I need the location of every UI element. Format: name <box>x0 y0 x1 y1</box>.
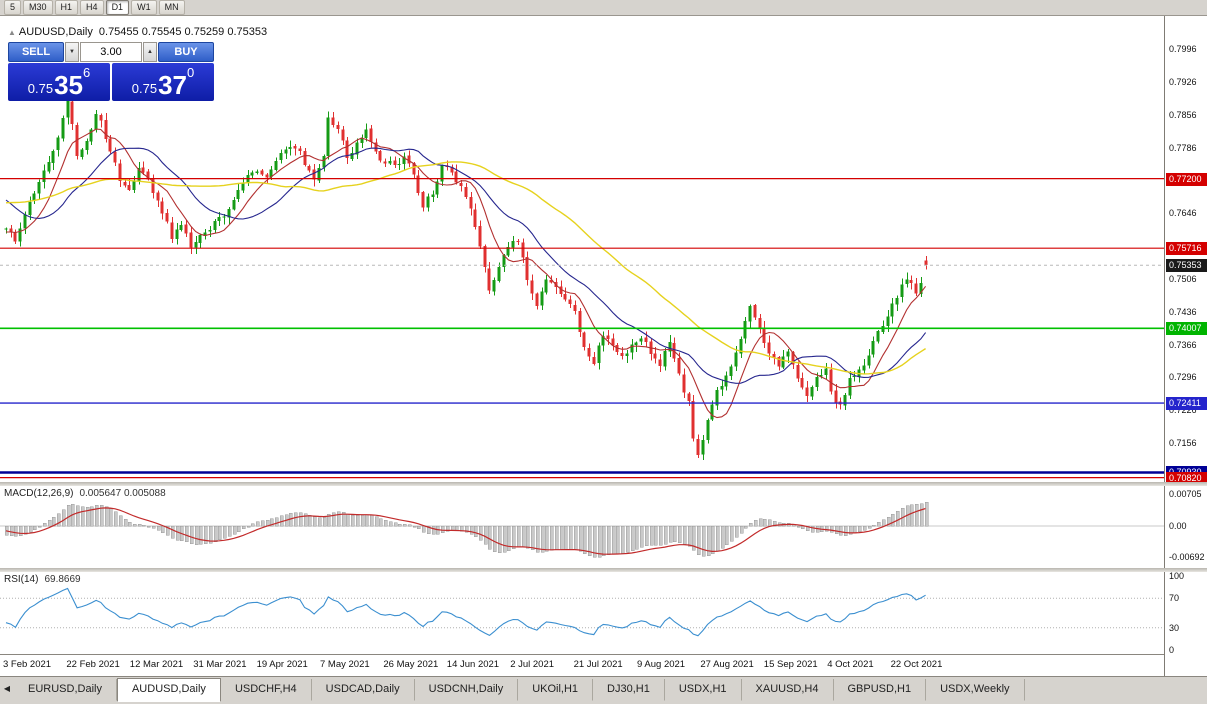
chart-title: ▲ AUDUSD,Daily 0.75455 0.75545 0.75259 0.7… <box>8 26 267 38</box>
price-axis-tick: 0.7366 <box>1169 339 1197 350</box>
rsi-canvas <box>0 587 1164 637</box>
buy-price-display[interactable]: 0.75 37 0 <box>112 63 214 101</box>
chart-tab-bar: ◀ EURUSD,Daily AUDUSD,Daily USDCHF,H4 USDCA… <box>0 676 1207 704</box>
panel-splitter[interactable] <box>0 482 1207 486</box>
buy-price-prefix: 0.75 <box>131 81 158 96</box>
sell-price-prefix: 0.75 <box>27 81 54 96</box>
chart-tab-usdcnh-daily[interactable]: USDCNH,Daily <box>414 679 519 701</box>
trade-prices-row: 0.75 35 6 0.75 37 0 <box>8 63 214 101</box>
time-axis-label: 2 Jul 2021 <box>510 659 555 670</box>
panel-splitter[interactable] <box>0 568 1207 572</box>
chart-window: ▲ AUDUSD,Daily 0.75455 0.75545 0.75259 0.7… <box>0 16 1207 676</box>
chart-tab-dj30-h1[interactable]: DJ30,H1 <box>593 679 665 701</box>
buy-price-big-digits: 37 <box>158 70 187 100</box>
price-badge-0.74007: 0.74007 <box>1166 322 1207 336</box>
rsi-axis-tick: 0 <box>1169 645 1175 655</box>
rsi-axis-tick: 70 <box>1169 593 1180 604</box>
volume-increase-button[interactable]: ▲ <box>143 42 157 62</box>
price-badge-0.70820: 0.70820 <box>1166 471 1207 485</box>
macd-axis-tick: -0.00692 <box>1169 552 1205 563</box>
time-axis-label: 12 Mar 2021 <box>129 659 184 670</box>
time-axis-label: 14 Jun 2021 <box>446 659 500 670</box>
macd-title: MACD(12,26,9) <box>4 488 74 499</box>
price-axis-tick: 0.7856 <box>1169 109 1197 120</box>
chart-tab-ukoil-h1[interactable]: UKOil,H1 <box>518 679 594 701</box>
chart-tab-audusd-daily[interactable]: AUDUSD,Daily <box>116 678 221 702</box>
chart-tab-xauusd-h4[interactable]: XAUUSD,H4 <box>741 679 834 701</box>
price-axis[interactable]: 0.79960.79260.78560.77860.77160.76460.75… <box>1164 16 1207 676</box>
time-axis-label: 21 Jul 2021 <box>573 659 623 670</box>
chart-tab-usdx-weekly[interactable]: USDX,Weekly <box>926 679 1025 701</box>
chart-tab-usdchf-h4[interactable]: USDCHF,H4 <box>220 679 312 701</box>
price-chart-panel[interactable]: ▲ AUDUSD,Daily 0.75455 0.75545 0.75259 0.7… <box>0 24 1164 482</box>
chart-tab-gbpusd-h1[interactable]: GBPUSD,H1 <box>833 679 927 701</box>
price-axis-tick: 0.7926 <box>1169 77 1197 88</box>
timeframe-button-h1[interactable]: H1 <box>54 0 79 15</box>
rsi-value: 69.8669 <box>44 574 81 585</box>
volume-decrease-button[interactable]: ▼ <box>65 42 79 62</box>
time-axis-label: 19 Apr 2021 <box>256 659 308 670</box>
rsi-title: RSI(14) <box>4 574 39 585</box>
rsi-axis-tick: 100 <box>1169 571 1185 581</box>
price-badge-0.75716: 0.75716 <box>1166 242 1207 256</box>
chart-symbol-label: AUDUSD,Daily <box>18 26 93 38</box>
chart-tab-usdx-h1[interactable]: USDX,H1 <box>664 679 742 701</box>
rsi-panel[interactable]: RSI(14) 69.8669 <box>0 572 1164 654</box>
buy-button[interactable]: BUY <box>158 42 214 62</box>
price-badge-0.77200: 0.77200 <box>1166 172 1207 186</box>
volume-input[interactable] <box>80 42 142 62</box>
price-axis-tick: 0.7646 <box>1169 208 1197 219</box>
macd-values: 0.005647 0.005088 <box>79 488 166 499</box>
price-axis-tick: 0.7786 <box>1169 142 1197 153</box>
sell-button[interactable]: SELL <box>8 42 64 62</box>
price-axis-tick: 0.7226 <box>1169 405 1197 416</box>
macd-label: MACD(12,26,9) 0.005647 0.005088 <box>4 488 166 499</box>
price-candles-canvas[interactable] <box>0 24 1164 482</box>
sell-price-display[interactable]: 0.75 35 6 <box>8 63 110 101</box>
time-axis-label: 31 Mar 2021 <box>193 659 247 670</box>
macd-panel[interactable]: MACD(12,26,9) 0.005647 0.005088 <box>0 486 1164 568</box>
chart-ohlc-values: 0.75455 0.75545 0.75259 0.75353 <box>98 26 268 38</box>
time-axis[interactable]: 3 Feb 2021 22 Feb 2021 12 Mar 2021 31 Mar 2… <box>0 654 1164 676</box>
macd-axis-tick: 0.00 <box>1169 521 1187 531</box>
time-axis-label: 7 May 2021 <box>320 659 370 670</box>
time-axis-label: 22 Oct 2021 <box>890 659 943 670</box>
time-axis-label: 15 Sep 2021 <box>763 659 818 670</box>
time-axis-label: 22 Feb 2021 <box>66 659 120 670</box>
trade-controls-row: SELL ▼ ▲ BUY <box>8 42 214 62</box>
sell-price-pip-digit: 6 <box>83 65 91 80</box>
price-badge-0.72411: 0.72411 <box>1166 397 1207 411</box>
time-axis-label: 27 Aug 2021 <box>700 659 754 670</box>
timeframe-button-mn[interactable]: MN <box>158 0 185 15</box>
price-badge-0.75353: 0.75353 <box>1166 259 1207 273</box>
price-axis-tick: 0.7436 <box>1169 306 1197 317</box>
timeframe-button-h4[interactable]: H4 <box>80 0 104 15</box>
timeframe-button-5[interactable]: 5 <box>4 0 22 15</box>
chart-tab-eurusd-daily[interactable]: EURUSD,Daily <box>14 679 117 701</box>
timeframe-button-d1[interactable]: D1 <box>105 0 130 15</box>
price-axis-tick: 0.7156 <box>1169 437 1197 448</box>
chart-tab-usdcad-daily[interactable]: USDCAD,Daily <box>311 679 415 701</box>
sell-price-big-digits: 35 <box>54 70 83 100</box>
macd-canvas <box>0 501 1164 558</box>
one-click-trading-panel: SELL ▼ ▲ BUY 0.75 35 6 0.75 37 0 <box>8 42 214 101</box>
buy-price-pip-digit: 0 <box>187 65 195 80</box>
timeframe-button-m30[interactable]: M30 <box>23 0 53 15</box>
time-axis-label: 3 Feb 2021 <box>3 659 52 670</box>
price-axis-tick: 0.7506 <box>1169 273 1197 284</box>
tab-scroll-left-icon[interactable]: ◀ <box>3 684 11 693</box>
time-axis-label: 4 Oct 2021 <box>827 659 874 670</box>
rsi-label: RSI(14) 69.8669 <box>4 574 81 585</box>
chart-marker-icon: ▲ <box>8 28 16 37</box>
timeframe-toolbar: 5 M30 H1 H4 D1 W1 MN <box>0 0 1207 16</box>
macd-axis-tick: 0.00705 <box>1169 489 1202 500</box>
rsi-axis-tick: 30 <box>1169 622 1180 633</box>
price-axis-tick: 0.7296 <box>1169 372 1197 383</box>
timeframe-button-w1[interactable]: W1 <box>131 0 157 15</box>
price-axis-tick: 0.7996 <box>1169 44 1197 55</box>
time-axis-label: 26 May 2021 <box>383 659 439 670</box>
time-axis-label: 9 Aug 2021 <box>637 659 686 670</box>
